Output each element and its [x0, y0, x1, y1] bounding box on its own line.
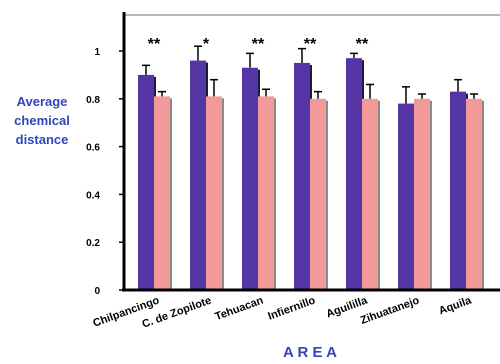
- bar-series-1: [190, 60, 206, 291]
- bar-series-1: [398, 103, 414, 290]
- bar-series-2: [154, 96, 170, 290]
- x-tick-label: Zihuatanejo: [359, 294, 421, 326]
- x-tick-label: Tehuacan: [213, 294, 265, 323]
- bar-series-2: [414, 98, 430, 290]
- bar-series-1: [450, 91, 466, 290]
- significance-marker: **: [304, 36, 317, 53]
- chart-marks: ** * ** ** **: [138, 36, 484, 291]
- y-tick-label: 0.4: [86, 190, 100, 201]
- y-axis-label-line-2: chemical: [14, 113, 70, 128]
- bar-series-1: [138, 74, 154, 291]
- significance-marker: **: [252, 36, 265, 53]
- y-axis: 0 0.2 0.4 0.6 0.8 1: [86, 47, 124, 297]
- y-axis-label-line-3: distance: [15, 132, 69, 147]
- significance-marker: **: [148, 36, 161, 53]
- x-axis-label: A R E A: [283, 344, 337, 361]
- y-tick-label: 0.2: [86, 238, 100, 249]
- y-tick-label: 0.8: [86, 95, 100, 106]
- significance-marker: *: [203, 36, 210, 53]
- y-tick-label: 0.6: [86, 143, 100, 154]
- bar-series-2: [206, 96, 222, 290]
- y-tick-label: 0: [94, 286, 100, 297]
- y-axis-label-line-1: Average: [16, 94, 68, 109]
- bar-series-2: [362, 98, 378, 290]
- y-tick-label: 1: [94, 47, 100, 58]
- bar-series-1: [346, 58, 362, 290]
- x-tick-label: Aquila: [437, 294, 474, 317]
- x-tick-label: Infiernillo: [266, 294, 317, 322]
- bar-series-1: [242, 67, 258, 290]
- bar-series-1: [294, 62, 310, 291]
- bar-series-2: [258, 96, 274, 290]
- bar-series-2: [466, 98, 482, 290]
- significance-marker: **: [356, 36, 369, 53]
- bar-series-2: [310, 98, 326, 290]
- y-axis-label: Average chemical distance: [2, 92, 82, 149]
